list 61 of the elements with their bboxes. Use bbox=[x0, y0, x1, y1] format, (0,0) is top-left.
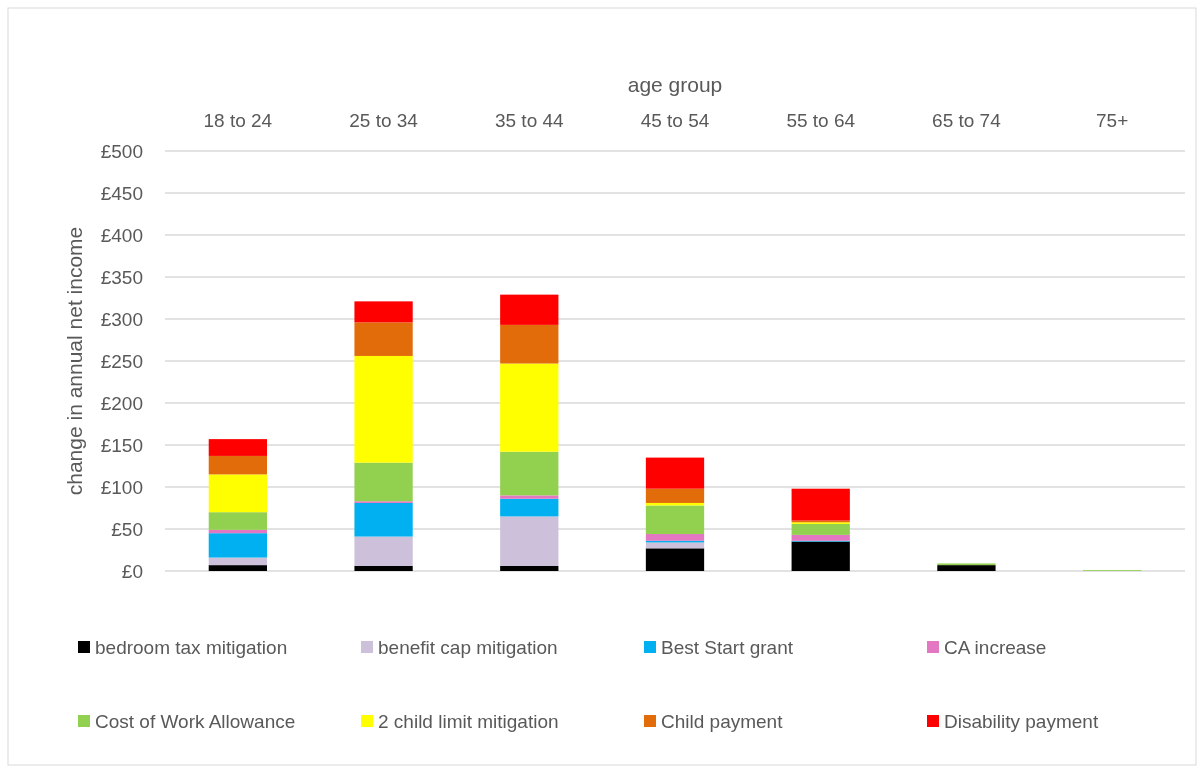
x-tick-label: 35 to 44 bbox=[494, 109, 565, 131]
bar bbox=[208, 557, 267, 566]
bar bbox=[354, 301, 413, 323]
bar bbox=[354, 502, 413, 537]
y-tick-label: £350 bbox=[100, 266, 143, 288]
y-tick-label: £450 bbox=[100, 182, 143, 204]
bar bbox=[354, 565, 413, 571]
bar bbox=[645, 542, 705, 549]
bar bbox=[354, 462, 413, 502]
bar bbox=[791, 488, 850, 521]
legend-label: bedroom tax mitigation bbox=[95, 636, 288, 658]
bar bbox=[500, 294, 559, 325]
legend-label: benefit cap mitigation bbox=[378, 636, 558, 658]
bar bbox=[500, 498, 559, 517]
bar bbox=[500, 451, 559, 496]
bar bbox=[937, 565, 996, 571]
bar bbox=[791, 523, 850, 535]
y-tick-label: £500 bbox=[100, 140, 143, 162]
y-tick-label: £200 bbox=[100, 392, 143, 414]
bar bbox=[645, 534, 705, 541]
bar bbox=[500, 565, 559, 571]
y-tick-label: £250 bbox=[100, 350, 143, 372]
legend-label: Child payment bbox=[661, 710, 784, 732]
x-tick-label: 18 to 24 bbox=[203, 109, 273, 131]
bar bbox=[208, 455, 267, 475]
legend-label: Best Start grant bbox=[661, 636, 794, 658]
x-axis-title: age group bbox=[627, 73, 723, 97]
bar bbox=[500, 495, 559, 499]
bar bbox=[645, 505, 705, 535]
bar bbox=[208, 512, 267, 530]
legend-label: Disability payment bbox=[944, 710, 1099, 732]
bar bbox=[791, 541, 850, 571]
bar bbox=[500, 516, 559, 566]
y-tick-label: £300 bbox=[100, 308, 143, 330]
bar bbox=[645, 488, 705, 503]
x-tick-label: 45 to 54 bbox=[640, 109, 710, 131]
y-tick-label: £150 bbox=[100, 434, 143, 456]
legend-label: CA increase bbox=[944, 636, 1047, 658]
bar bbox=[208, 474, 267, 513]
bar bbox=[500, 324, 559, 364]
y-tick-label: £50 bbox=[111, 518, 143, 540]
y-tick-label: £400 bbox=[100, 224, 143, 246]
bar bbox=[645, 457, 705, 489]
bar bbox=[791, 534, 850, 541]
y-axis-title: change in annual net income bbox=[63, 226, 87, 496]
bar bbox=[208, 533, 267, 558]
x-tick-label: 65 to 74 bbox=[932, 109, 1002, 131]
legend-label: 2 child limit mitigation bbox=[378, 710, 559, 732]
y-tick-label: £0 bbox=[121, 560, 143, 582]
bar bbox=[354, 322, 413, 356]
bar bbox=[208, 439, 267, 456]
bar bbox=[354, 536, 413, 566]
x-tick-label: 55 to 64 bbox=[786, 109, 856, 131]
bar bbox=[645, 548, 705, 571]
x-tick-label: 25 to 34 bbox=[349, 109, 419, 131]
y-tick-label: £100 bbox=[100, 476, 143, 498]
bar bbox=[208, 565, 267, 571]
bar bbox=[500, 363, 559, 452]
x-tick-label: 75+ bbox=[1096, 109, 1129, 131]
bar bbox=[354, 355, 413, 463]
legend-label: Cost of Work Allowance bbox=[95, 710, 296, 732]
